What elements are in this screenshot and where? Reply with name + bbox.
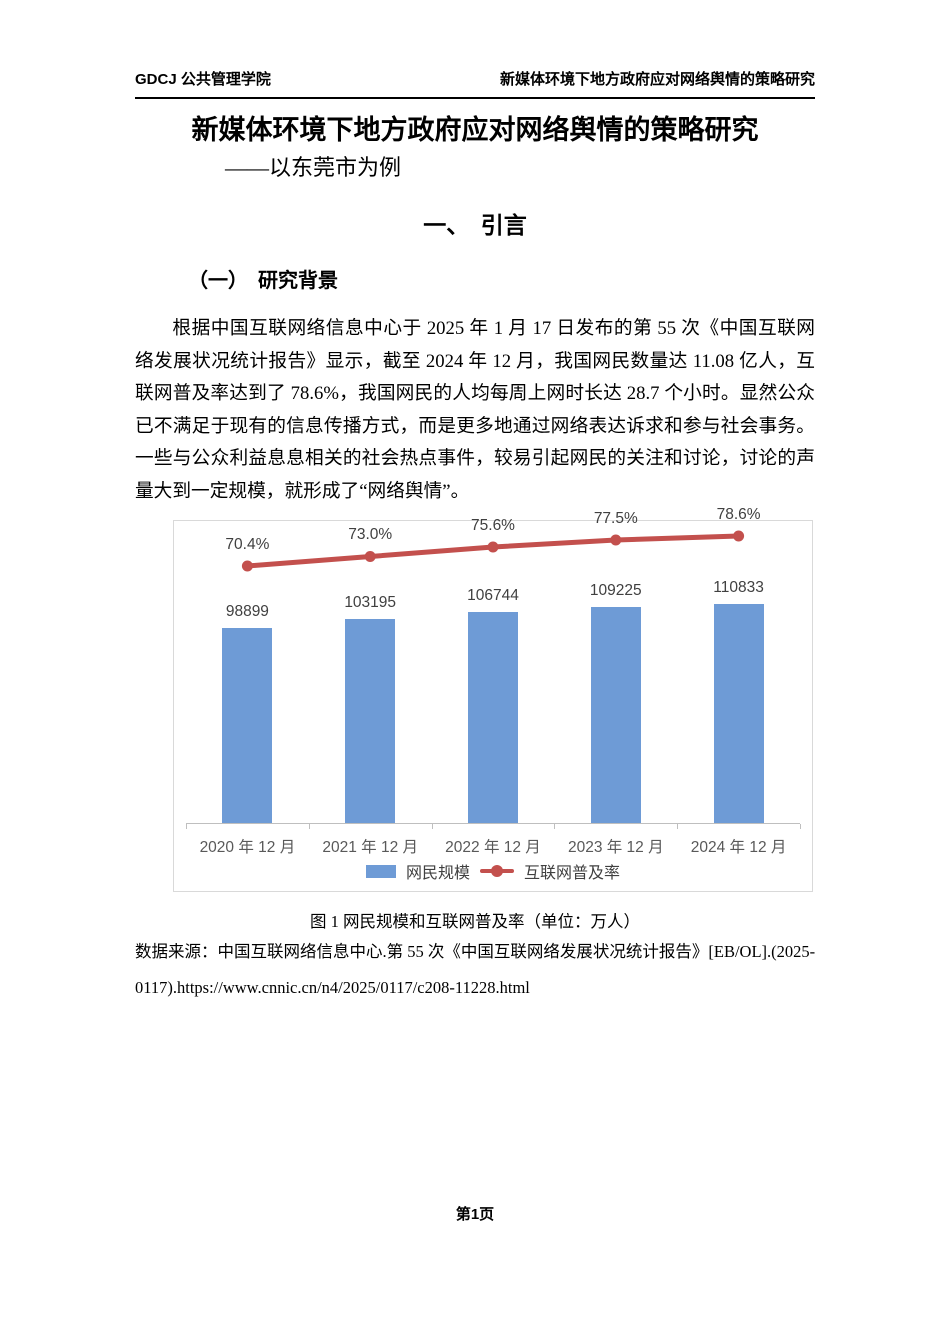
x-axis-label: 2022 年 12 月 (445, 839, 541, 856)
chart-legend: 网民规模 互联网普及率 (174, 859, 812, 883)
x-axis-tick (186, 824, 187, 829)
bar (713, 604, 764, 823)
legend-bar-swatch-icon (365, 864, 396, 878)
page-footer: 第1页 (455, 1206, 495, 1223)
bar-value-label: 109225 (589, 582, 642, 600)
penetration-line-chart (241, 530, 745, 572)
line-value-label: 75.6% (471, 516, 515, 534)
legend-line-label: 互联网普及率 (524, 865, 621, 882)
bar (345, 619, 396, 823)
section-heading-introduction: 一、 引言 (423, 212, 527, 238)
body-paragraph: 根据中国互联网络信息中心于 2025 年 1 月 17 日发布的第 55 次《中… (135, 318, 815, 502)
x-axis-label: 2024 年 12 月 (690, 839, 787, 856)
page-header: GDCJ 公共管理学院 新媒体环境下地方政府应对网络舆情的策略研究 (135, 68, 815, 99)
x-axis-tick (308, 824, 310, 829)
bar-value-label: 106744 (467, 587, 519, 605)
bar-value-label: 110833 (713, 579, 764, 596)
line-value-label: 73.0% (348, 526, 393, 544)
data-source: 数据来源：中国互联网络信息中心.第 55 次《中国互联网络发展状况统计报告》[E… (135, 940, 860, 1000)
line-value-label: 78.6% (716, 506, 761, 524)
bar (468, 612, 518, 823)
subsection-heading-background: （一） 研究背景 (188, 270, 338, 292)
x-axis (186, 823, 800, 824)
bar (222, 627, 273, 823)
line-point-marker (610, 534, 622, 546)
header-left: GDCJ 公共管理学院 (135, 71, 271, 88)
bar-value-label: 103195 (344, 594, 397, 612)
line-point-marker (364, 550, 376, 562)
line-point-marker (733, 530, 745, 542)
x-axis-tick (431, 824, 433, 829)
line-value-label: 77.5% (593, 510, 638, 528)
x-axis-label: 2023 年 12 月 (567, 839, 664, 856)
legend-bar-label: 网民规模 (405, 865, 470, 882)
legend-line-swatch-icon (480, 865, 514, 877)
bar (590, 607, 641, 823)
figure-caption: 图 1 网民规模和互联网普及率（单位：万人） (310, 912, 640, 931)
line-point-marker (241, 560, 253, 572)
document-subtitle: ——以东莞市为例 (225, 155, 402, 180)
x-axis-tick (554, 824, 556, 829)
line-value-label: 70.4% (225, 536, 270, 553)
data-source-line-2: 0117).https://www.cnnic.cn/n4/2025/0117/… (135, 978, 530, 997)
x-axis-label: 2021 年 12 月 (322, 839, 419, 856)
x-axis-tick (800, 824, 801, 829)
x-axis-label: 2020 年 12 月 (199, 839, 296, 856)
figure-chart: 网民规模 互联网普及率 98899 2020 年 12 月 70.4% 103195 2… (173, 506, 813, 892)
x-axis-tick (677, 824, 679, 829)
data-source-line-1: 数据来源：中国互联网络信息中心.第 55 次《中国互联网络发展状况统计报告》[E… (135, 942, 816, 961)
line-point-marker (487, 541, 499, 553)
legend-line-dot (491, 865, 503, 877)
header-right: 新媒体环境下地方政府应对网络舆情的策略研究 (499, 71, 815, 88)
bar-value-label: 98899 (225, 602, 269, 620)
document-title: 新媒体环境下地方政府应对网络舆情的策略研究 (191, 115, 759, 145)
